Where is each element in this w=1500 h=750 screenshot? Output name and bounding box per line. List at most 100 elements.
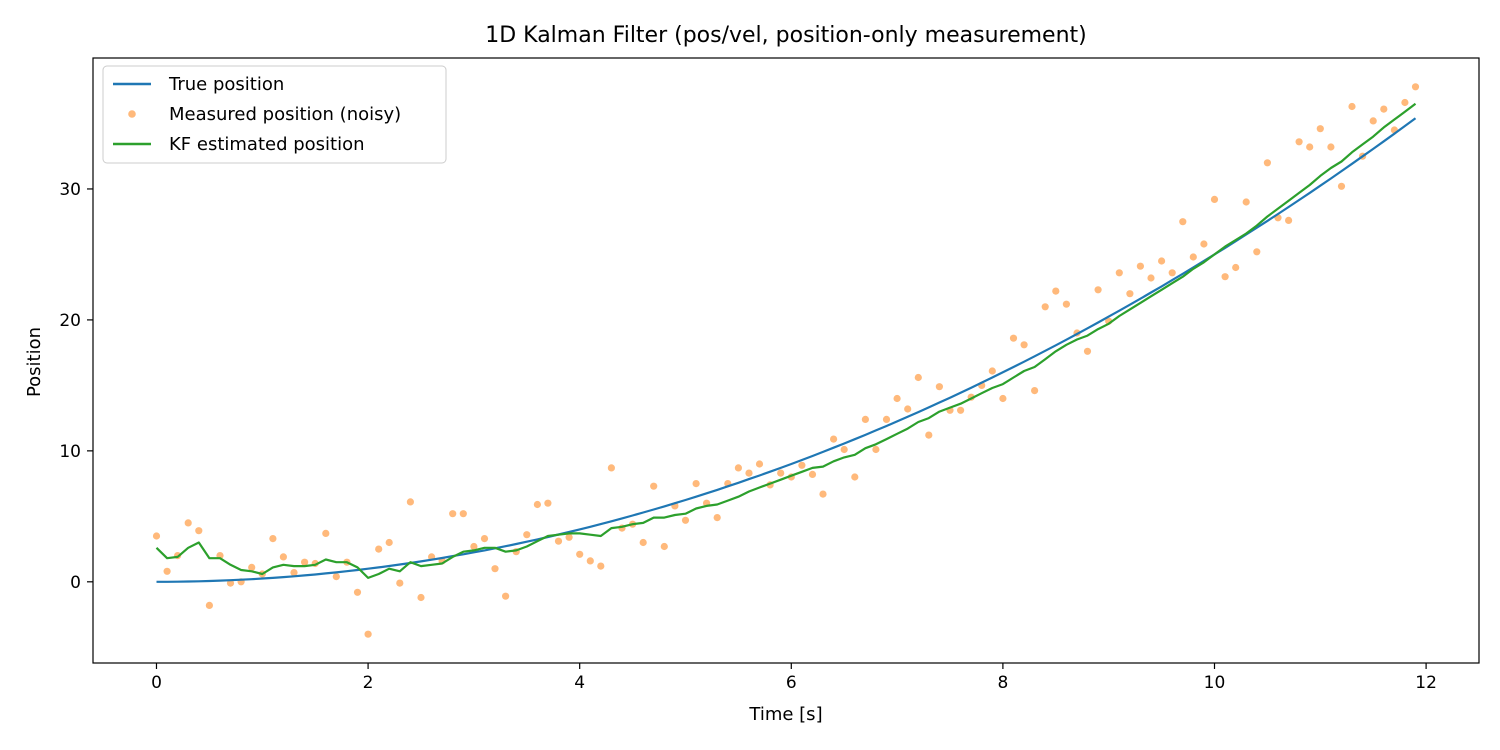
measured-point	[1041, 303, 1049, 311]
measured-point	[872, 445, 880, 454]
measured-point	[1158, 257, 1166, 265]
measured-point	[1337, 182, 1346, 190]
measured-point	[152, 532, 161, 540]
y-tick-label: 30	[59, 180, 81, 200]
measured-point	[396, 579, 404, 587]
measured-point	[904, 405, 912, 413]
measured-point	[1083, 347, 1092, 355]
measured-point	[681, 516, 690, 524]
measured-point	[1210, 195, 1219, 203]
measured-point	[576, 550, 584, 558]
measured-point	[459, 510, 467, 518]
measured-point	[163, 567, 171, 575]
measured-point	[533, 500, 542, 509]
measured-point	[1263, 159, 1271, 167]
measured-point	[301, 558, 309, 566]
measured-point	[988, 367, 996, 375]
x-tick-label: 8	[997, 673, 1008, 693]
measured-point	[1306, 143, 1314, 151]
measured-point	[597, 562, 605, 570]
legend: True position Measured position (noisy) KF…	[102, 65, 447, 164]
measured-point	[1316, 125, 1324, 133]
measured-point	[925, 431, 933, 439]
measured-point	[417, 593, 425, 602]
y-tick-label: 10	[59, 442, 81, 462]
measured-point	[364, 630, 372, 638]
measured-point	[406, 498, 414, 506]
legend-box	[102, 65, 447, 164]
tick-layer: 0 2 4 6 8 10 12 0 10 20 30	[59, 180, 1437, 693]
measured-point	[586, 557, 594, 565]
measured-point	[777, 469, 785, 477]
legend-label-kf-estimated: KF estimated position	[169, 134, 365, 155]
legend-label-measured: Measured position (noisy)	[169, 104, 401, 125]
measured-point	[502, 592, 510, 600]
chart-title: 1D Kalman Filter (pos/vel, position-only…	[485, 23, 1087, 48]
y-tick-label: 20	[59, 311, 81, 331]
y-tick-label: 0	[70, 573, 81, 593]
measured-point	[248, 563, 256, 572]
measured-point	[184, 519, 192, 527]
measured-point	[861, 415, 870, 423]
axes-frame	[92, 57, 1480, 664]
measured-point	[290, 569, 298, 577]
measured-point	[353, 588, 362, 596]
measured-point	[1221, 273, 1229, 281]
kf-estimated-line	[155, 102, 1417, 579]
measured-point	[1115, 269, 1123, 277]
x-tick-label: 10	[1204, 673, 1226, 693]
x-tick-label: 2	[363, 673, 374, 693]
measured-point	[1285, 216, 1293, 224]
measured-point	[1020, 341, 1028, 349]
measured-point	[1009, 334, 1018, 342]
measured-point	[819, 490, 827, 498]
measured-point	[1253, 248, 1261, 256]
x-axis-label: Time [s]	[748, 704, 822, 725]
measured-point	[375, 545, 383, 553]
measured-point	[713, 514, 721, 522]
measured-point	[1189, 253, 1197, 261]
measured-point	[660, 542, 668, 551]
measured-point	[840, 445, 848, 454]
measured-point	[798, 461, 806, 469]
measured-point	[914, 373, 922, 382]
measured-point	[1232, 263, 1240, 272]
measured-point	[1052, 287, 1060, 295]
measured-point	[491, 565, 499, 573]
measured-point	[1369, 117, 1377, 125]
measured-point	[195, 527, 203, 535]
x-tick-label: 4	[574, 673, 585, 693]
measured-point	[882, 415, 891, 423]
x-tick-label: 6	[786, 673, 797, 693]
measured-point	[279, 553, 287, 561]
measured-point	[935, 383, 944, 391]
measured-point	[1168, 269, 1176, 277]
legend-label-true-position: True position	[168, 74, 284, 95]
y-axis-label: Position	[24, 327, 45, 397]
measured-point	[830, 435, 838, 443]
measured-point	[999, 394, 1007, 403]
measured-point	[1126, 290, 1134, 298]
measured-point	[745, 469, 753, 477]
measured-point	[565, 533, 573, 541]
measured-point	[1147, 274, 1155, 282]
measured-point	[1401, 98, 1409, 107]
measured-point	[639, 538, 647, 547]
measured-point	[269, 535, 277, 543]
measured-point	[957, 406, 965, 414]
x-tick-label: 0	[151, 673, 162, 693]
plot-area	[152, 83, 1420, 638]
measured-point	[1062, 300, 1070, 308]
measured-point	[755, 460, 764, 468]
measured-point	[692, 480, 700, 488]
measured-point	[544, 499, 552, 507]
measured-point	[1295, 138, 1303, 146]
measured-point	[650, 482, 658, 490]
legend-swatch-measured	[128, 110, 136, 118]
measured-point	[205, 601, 213, 610]
measured-point	[554, 537, 563, 545]
measured-point	[322, 529, 330, 538]
measured-point	[1031, 387, 1039, 395]
measured-point	[808, 470, 817, 478]
measured-point	[1136, 262, 1144, 270]
